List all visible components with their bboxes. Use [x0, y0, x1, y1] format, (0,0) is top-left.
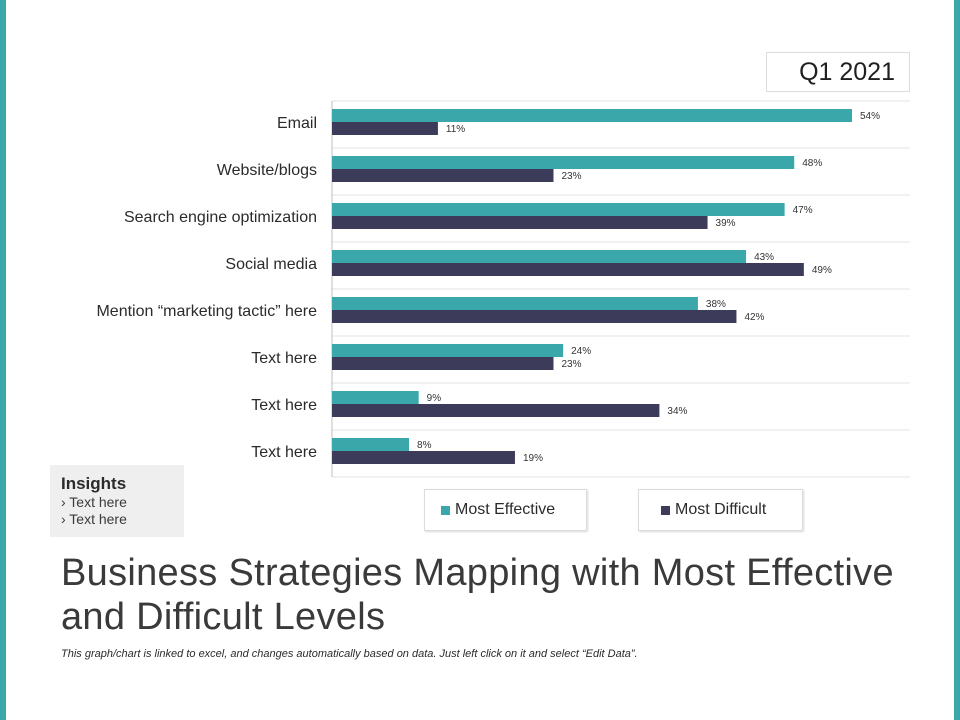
- category-label: Text here: [251, 350, 317, 367]
- bar-most-difficult: [332, 263, 804, 276]
- legend-most-difficult[interactable]: Most Difficult: [638, 489, 803, 531]
- bar-most-difficult: [332, 169, 554, 182]
- left-accent-border: [0, 0, 6, 720]
- bar-most-effective: [332, 297, 698, 310]
- insights-box: Insights › Text here › Text here: [50, 465, 184, 537]
- data-label: 48%: [802, 158, 822, 169]
- data-label: 47%: [793, 205, 813, 216]
- data-label: 9%: [427, 393, 442, 404]
- period-label: Q1 2021: [766, 52, 910, 92]
- bar-most-effective: [332, 109, 852, 122]
- bar-most-difficult: [332, 357, 554, 370]
- right-accent-border: [954, 0, 960, 720]
- bar-most-difficult: [332, 404, 660, 417]
- insights-title: Insights: [61, 474, 127, 493]
- category-label: Search engine optimization: [124, 209, 317, 226]
- bar-chart: Email 54% 11% Website/blogs 48% 23% Search eng…: [96, 100, 910, 478]
- bar-most-effective: [332, 156, 795, 169]
- data-label: 39%: [716, 218, 736, 229]
- legend-swatch-most-effective: [441, 505, 450, 515]
- bar-most-effective: [332, 344, 564, 357]
- data-label: 43%: [754, 252, 774, 263]
- bar-most-difficult: [332, 122, 438, 135]
- data-label: 54%: [860, 111, 880, 122]
- data-label: 23%: [561, 171, 581, 182]
- category-label: Mention “marketing tactic” here: [96, 303, 317, 320]
- data-label: 24%: [571, 346, 591, 357]
- legend-label-most-difficult: Most Difficult: [675, 501, 767, 518]
- insights-item: › Text here: [61, 494, 127, 510]
- bar-most-difficult: [332, 216, 708, 229]
- category-label: Social media: [225, 256, 317, 273]
- data-label: 38%: [706, 299, 726, 310]
- legend-label-most-effective: Most Effective: [455, 501, 556, 518]
- page-title: Business Strategies Mapping with Most Ef…: [61, 552, 894, 638]
- category-label: Website/blogs: [217, 162, 317, 179]
- data-label: 34%: [667, 406, 687, 417]
- legend-most-effective[interactable]: Most Effective: [424, 489, 587, 531]
- footnote: This graph/chart is linked to excel, and…: [61, 648, 638, 660]
- category-label: Text here: [251, 444, 317, 461]
- data-label: 42%: [744, 312, 764, 323]
- bar-most-difficult: [332, 310, 737, 323]
- category-label: Text here: [251, 397, 317, 414]
- data-label: 49%: [812, 265, 832, 276]
- legend-swatch-most-difficult: [661, 505, 670, 515]
- bar-most-effective: [332, 203, 785, 216]
- bar-most-effective: [332, 250, 747, 263]
- bar-most-effective: [332, 438, 410, 451]
- bar-most-difficult: [332, 451, 515, 464]
- bar-most-effective: [332, 391, 419, 404]
- insights-item: › Text here: [61, 511, 127, 527]
- data-label: 19%: [523, 453, 543, 464]
- data-label: 23%: [561, 359, 581, 370]
- category-label: Email: [277, 115, 317, 132]
- data-label: 8%: [417, 440, 432, 451]
- data-label: 11%: [446, 124, 465, 135]
